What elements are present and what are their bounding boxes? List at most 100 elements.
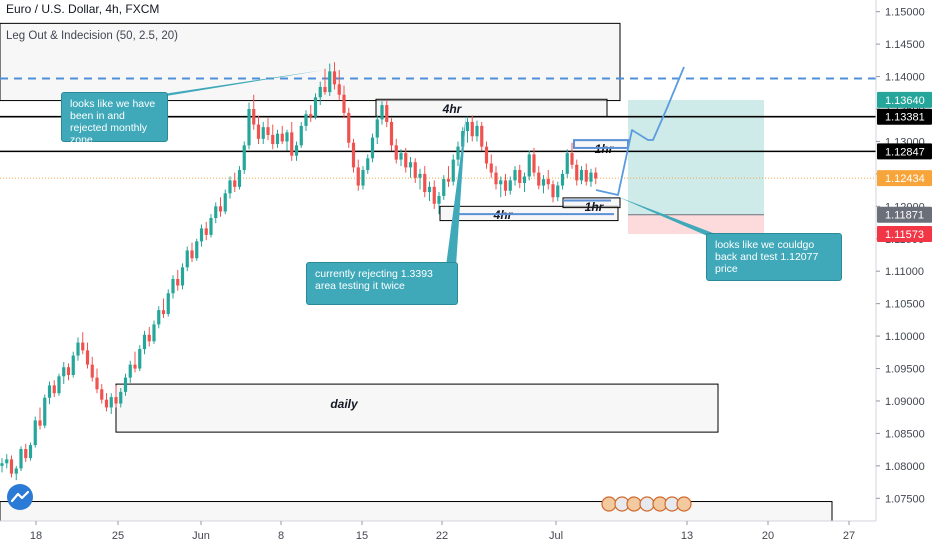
candle-body <box>527 154 531 177</box>
candle-body <box>271 134 275 145</box>
candle-body <box>299 125 303 146</box>
candle-body <box>261 127 265 139</box>
candle-body <box>252 109 256 125</box>
annotation-test: looks like we couldgo back and test 1.12… <box>706 233 842 281</box>
candle-body <box>185 250 189 268</box>
candle-body <box>171 278 175 294</box>
price-tick-label: 1.07500 <box>885 493 925 505</box>
zone-1hr-outline <box>573 139 629 149</box>
candle-body <box>594 172 598 179</box>
zone-label-1hr: 1hr <box>595 142 615 156</box>
candle-body <box>76 342 80 356</box>
economic-event-icon <box>676 496 692 512</box>
economic-event-icon <box>639 496 655 512</box>
candle-body <box>328 71 332 93</box>
candle-body <box>161 310 166 315</box>
candle-body <box>418 173 422 178</box>
economic-event-icon <box>601 496 617 512</box>
price-tick-label: 1.08000 <box>885 461 925 473</box>
candle-body <box>195 241 199 259</box>
candle-body <box>432 186 436 204</box>
candle-body <box>565 153 569 174</box>
candle-body <box>499 180 503 185</box>
candle-body <box>309 114 313 117</box>
candle-body <box>5 459 9 464</box>
candle-body <box>237 169 242 187</box>
candle-body <box>508 180 512 191</box>
time-axis-bg <box>0 521 876 550</box>
candle-body <box>62 367 66 377</box>
candle-body <box>404 153 408 168</box>
candle-body <box>385 105 389 122</box>
candle-body <box>408 162 413 168</box>
candle-body <box>119 391 123 404</box>
indicator-title: Leg Out & Indecision (50, 2.5, 20) <box>6 30 178 42</box>
candle-body <box>9 459 14 474</box>
candle-body <box>313 97 318 117</box>
candle-body <box>541 179 546 186</box>
candle-body <box>470 121 474 137</box>
zone-box-6 <box>0 501 833 522</box>
candle-body <box>43 397 47 426</box>
candle-body <box>33 420 37 446</box>
annotation-monthly: looks like we have been in and rejected … <box>61 92 168 146</box>
time-tick-label: 13 <box>681 530 693 542</box>
time-tick-label: 15 <box>356 530 368 542</box>
candle-body <box>109 397 113 408</box>
candle-body <box>304 114 308 126</box>
price-label-badge <box>877 206 932 223</box>
candle-body <box>323 86 327 93</box>
candle-body <box>19 448 23 469</box>
candle-body <box>285 132 289 142</box>
time-tick-label: 18 <box>30 530 42 542</box>
candle-body <box>465 121 470 132</box>
symbol-title: Euro / U.S. Dollar, 4h, FXCM <box>6 2 160 16</box>
annotation-test-pointer <box>616 196 726 238</box>
candle-body <box>24 448 28 459</box>
candle-body <box>513 169 517 181</box>
candle-body <box>399 153 403 160</box>
candle-body <box>380 105 384 120</box>
tradingview-logo-icon[interactable] <box>7 484 33 510</box>
candle-body <box>489 163 493 173</box>
candle-body <box>14 468 18 474</box>
candle-body <box>532 154 536 173</box>
candle-body <box>584 169 588 182</box>
price-label-text: 1.13381 <box>885 112 925 124</box>
candle-body <box>138 349 142 369</box>
candle-body <box>494 172 498 185</box>
price-tick-label: 1.08500 <box>885 428 925 440</box>
candle-body <box>480 125 484 147</box>
candle-body <box>152 324 156 342</box>
candle-body <box>266 127 270 135</box>
candle-body <box>57 376 61 394</box>
price-tick-label: 1.10000 <box>885 331 925 343</box>
price-label-text: 1.13640 <box>885 95 925 107</box>
candle-body <box>114 397 118 404</box>
candle-body <box>47 385 52 398</box>
candle-body <box>556 185 560 198</box>
time-tick-label: Jul <box>549 530 563 542</box>
price-label-text: 1.11871 <box>885 210 924 222</box>
candle-body <box>209 218 213 235</box>
candle-body <box>475 125 479 137</box>
candle-body <box>223 193 227 212</box>
candle-body <box>247 109 251 146</box>
candle-body <box>570 153 574 165</box>
price-label-text: 1.12847 <box>885 146 925 158</box>
candle-body <box>375 119 379 138</box>
candle-body <box>546 179 550 185</box>
candle-body <box>66 367 71 376</box>
candle-body <box>451 159 455 182</box>
price-label-text: 1.11573 <box>885 229 924 241</box>
price-label-badge <box>877 226 932 243</box>
candle-body <box>199 228 204 242</box>
candle-body <box>575 164 579 181</box>
candle-body <box>437 195 441 204</box>
price-tick-label: 1.11000 <box>885 266 924 278</box>
price-tick-label: 1.15000 <box>885 7 925 19</box>
candle-body <box>503 180 508 191</box>
candle-body <box>442 179 446 196</box>
